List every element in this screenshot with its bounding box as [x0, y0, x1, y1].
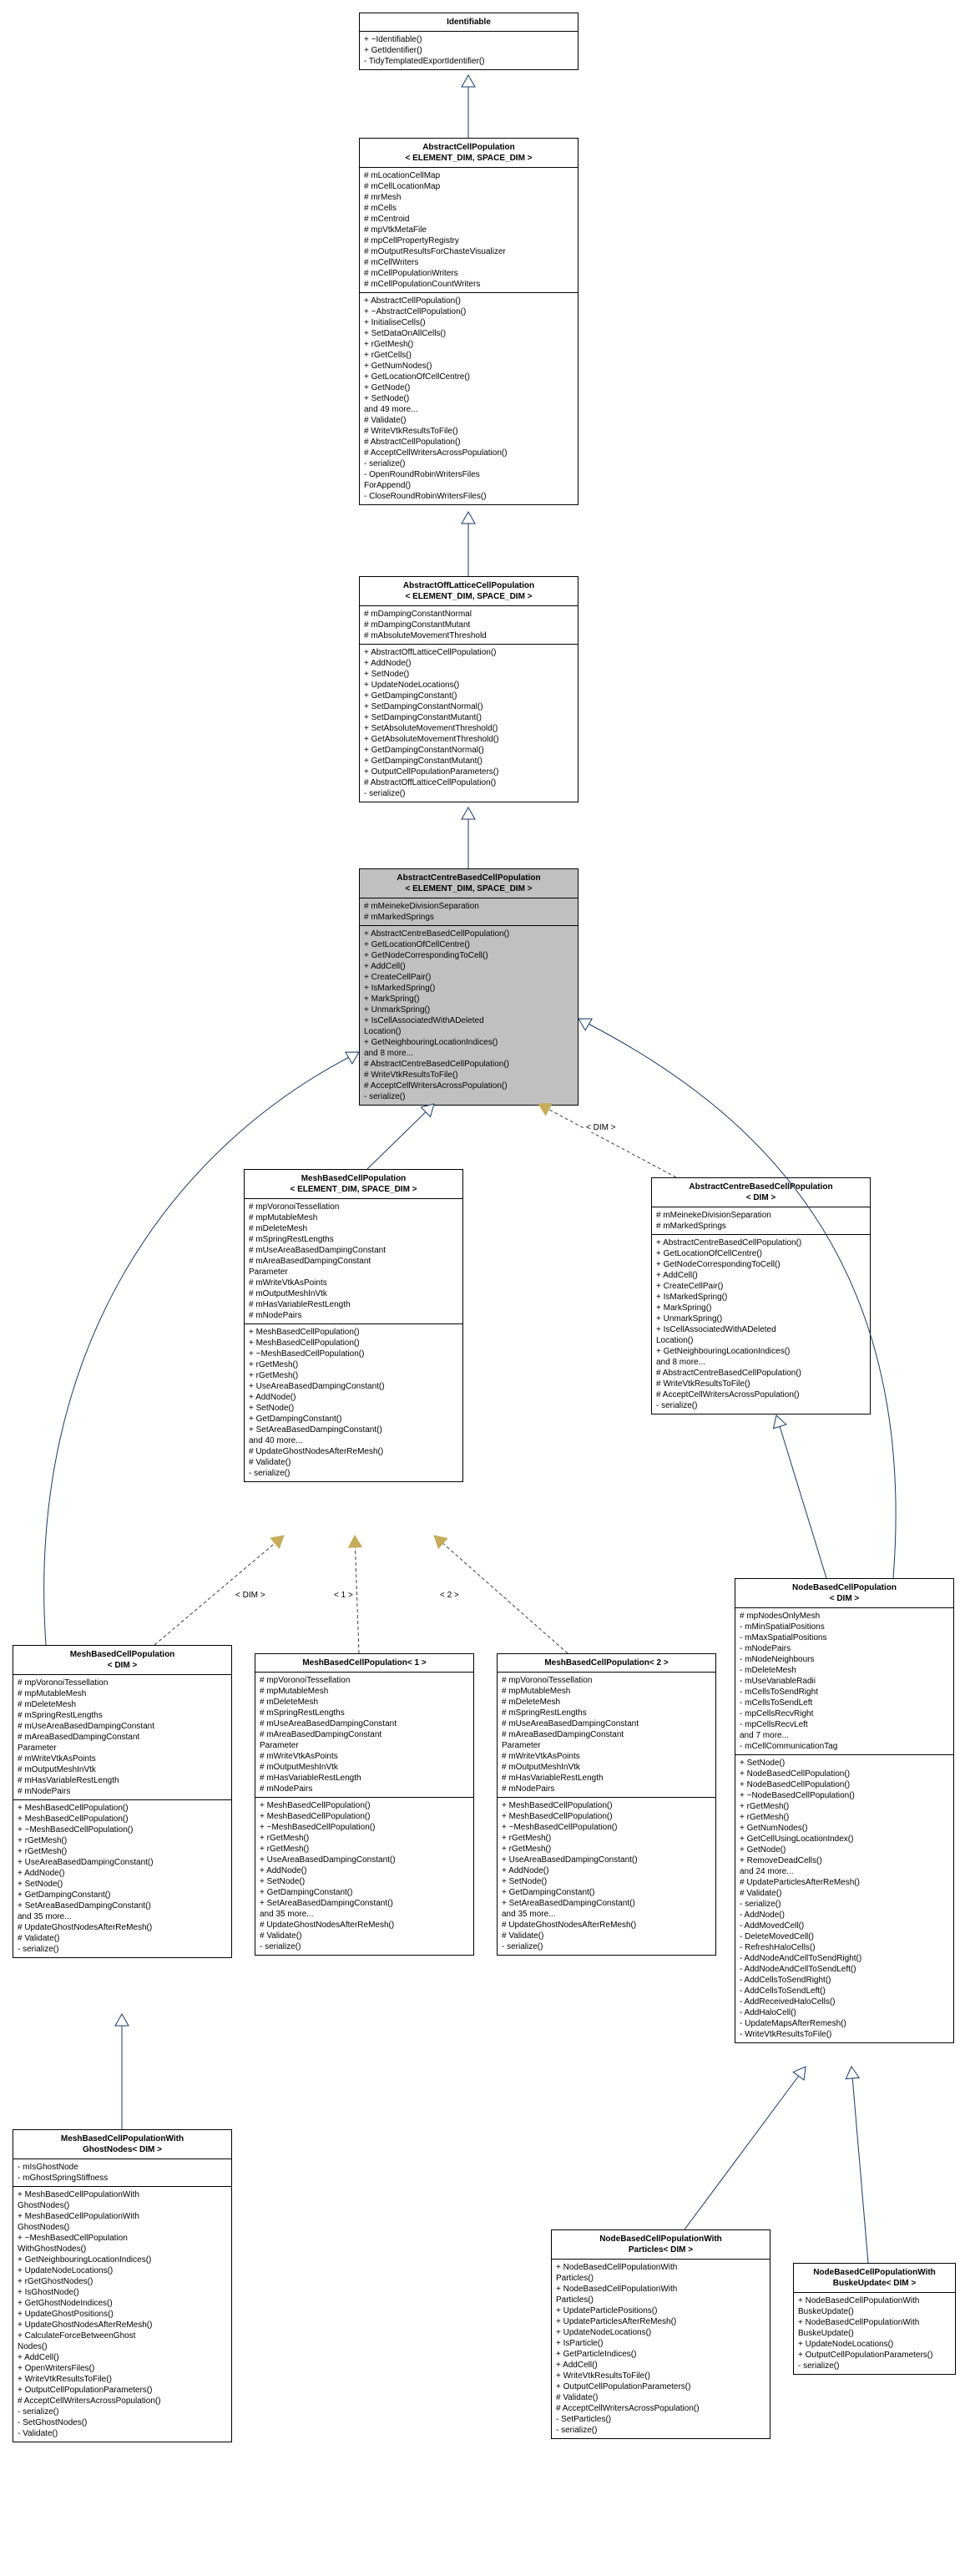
edge-label: < 2 > — [438, 1591, 461, 1600]
class-section-0: # mpNodesOnlyMesh - mMinSpatialPositions… — [735, 1608, 953, 1755]
class-title: MeshBasedCellPopulation < DIM > — [13, 1646, 231, 1675]
class-title: Identifiable — [360, 13, 578, 32]
class-section-0: # mpVoronoiTessellation # mpMutableMesh … — [498, 1673, 715, 1798]
class-title: NodeBasedCellPopulationWith Particles< D… — [552, 2230, 770, 2260]
uml-class-MeshBasedCellPopulation1[interactable]: MeshBasedCellPopulation< 1 ># mpVoronoiT… — [255, 1653, 474, 1956]
class-title: NodeBasedCellPopulationWith BuskeUpdate<… — [794, 2264, 955, 2293]
class-section-1: + SetNode() + NodeBasedCellPopulation() … — [735, 1755, 953, 2042]
class-section-0: + NodeBasedCellPopulationWith BuskeUpdat… — [794, 2293, 955, 2374]
class-title: NodeBasedCellPopulation < DIM > — [735, 1579, 953, 1608]
class-section-0: # mMeinekeDivisionSeparation # mMarkedSp… — [360, 898, 578, 926]
edge-label: < 1 > — [332, 1591, 355, 1600]
class-section-1: + AbstractCentreBasedCellPopulation() + … — [360, 926, 578, 1105]
uml-class-MeshBasedCellPopulation2[interactable]: MeshBasedCellPopulation< 2 ># mpVoronoiT… — [497, 1653, 716, 1956]
class-title: MeshBasedCellPopulation < ELEMENT_DIM, S… — [245, 1170, 462, 1199]
class-section-1: + AbstractCentreBasedCellPopulation() + … — [652, 1235, 870, 1414]
uml-class-AbstractCentreBasedCellPopulationDIM[interactable]: AbstractCentreBasedCellPopulation < DIM … — [651, 1177, 871, 1415]
uml-class-AbstractCentreBasedCellPopulation[interactable]: AbstractCentreBasedCellPopulation < ELEM… — [359, 868, 578, 1106]
class-section-0: # mDampingConstantNormal # mDampingConst… — [360, 606, 578, 645]
class-section-1: + MeshBasedCellPopulationWith GhostNodes… — [13, 2187, 231, 2442]
edge-label: < DIM > — [234, 1591, 267, 1600]
class-section-0: # mMeinekeDivisionSeparation # mMarkedSp… — [652, 1207, 870, 1235]
class-section-1: + MeshBasedCellPopulation() + MeshBasedC… — [13, 1800, 231, 1957]
class-section-0: # mpVoronoiTessellation # mpMutableMesh … — [255, 1673, 473, 1798]
uml-class-MeshBasedCellPopulation[interactable]: MeshBasedCellPopulation < ELEMENT_DIM, S… — [244, 1169, 463, 1482]
uml-class-NodeBasedCellPopulationWithParticles[interactable]: NodeBasedCellPopulationWith Particles< D… — [551, 2229, 770, 2439]
class-section-1: + AbstractOffLatticeCellPopulation() + A… — [360, 645, 578, 802]
uml-class-NodeBasedCellPopulation[interactable]: NodeBasedCellPopulation < DIM ># mpNodes… — [735, 1578, 954, 2043]
class-section-0: # mpVoronoiTessellation # mpMutableMesh … — [13, 1675, 231, 1800]
class-section-0: - mIsGhostNode - mGhostSpringStiffness — [13, 2159, 231, 2187]
class-title: AbstractCentreBasedCellPopulation < DIM … — [652, 1178, 870, 1207]
class-section-0: # mLocationCellMap # mCellLocationMap # … — [360, 168, 578, 293]
uml-class-AbstractCellPopulation[interactable]: AbstractCellPopulation < ELEMENT_DIM, SP… — [359, 138, 578, 505]
uml-class-Identifiable[interactable]: Identifiable+ ~Identifiable() + GetIdent… — [359, 13, 578, 70]
class-section-1: + MeshBasedCellPopulation() + MeshBasedC… — [255, 1798, 473, 1955]
uml-class-MeshBasedCellPopulationDIM[interactable]: MeshBasedCellPopulation < DIM ># mpVoron… — [13, 1645, 232, 1958]
class-section-0: + NodeBasedCellPopulationWith Particles(… — [552, 2260, 770, 2438]
class-section-0: # mpVoronoiTessellation # mpMutableMesh … — [245, 1199, 462, 1324]
uml-diagram: Identifiable+ ~Identifiable() + GetIdent… — [8, 8, 957, 2568]
class-title: AbstractCentreBasedCellPopulation < ELEM… — [360, 869, 578, 898]
edge-label: < DIM > — [584, 1123, 618, 1132]
class-title: MeshBasedCellPopulationWith GhostNodes< … — [13, 2130, 231, 2159]
class-title: MeshBasedCellPopulation< 2 > — [498, 1654, 715, 1673]
class-section-1: + MeshBasedCellPopulation() + MeshBasedC… — [245, 1324, 462, 1481]
class-section-1: + AbstractCellPopulation() + ~AbstractCe… — [360, 293, 578, 504]
uml-class-AbstractOffLatticeCellPopulation[interactable]: AbstractOffLatticeCellPopulation < ELEME… — [359, 576, 578, 802]
uml-class-MeshBasedCellPopulationWithGhostNodes[interactable]: MeshBasedCellPopulationWith GhostNodes< … — [13, 2129, 232, 2442]
class-section-1: + MeshBasedCellPopulation() + MeshBasedC… — [498, 1798, 715, 1955]
uml-class-NodeBasedCellPopulationWithBuskeUpdate[interactable]: NodeBasedCellPopulationWith BuskeUpdate<… — [793, 2263, 956, 2375]
class-title: AbstractOffLatticeCellPopulation < ELEME… — [360, 577, 578, 606]
class-title: AbstractCellPopulation < ELEMENT_DIM, SP… — [360, 139, 578, 168]
class-section-0: + ~Identifiable() + GetIdentifier() - Ti… — [360, 32, 578, 69]
class-title: MeshBasedCellPopulation< 1 > — [255, 1654, 473, 1673]
